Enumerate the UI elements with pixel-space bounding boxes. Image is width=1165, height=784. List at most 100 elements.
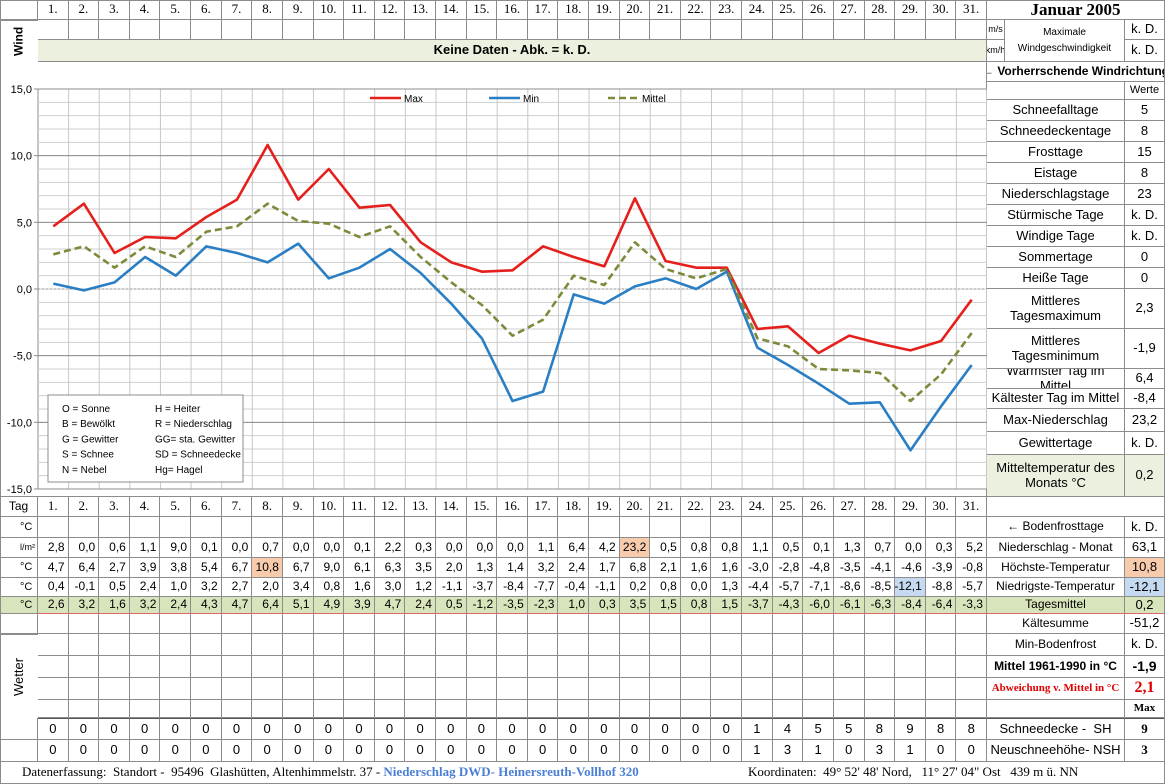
- wind-cell: [925, 20, 957, 40]
- day-value: 6,4: [558, 538, 590, 558]
- day-value: -3,7: [466, 578, 498, 597]
- weather-cell: [38, 656, 69, 678]
- day-value: -5,7: [772, 578, 804, 597]
- day-value: 0,0: [282, 538, 314, 558]
- day-value: 0,0: [497, 538, 528, 558]
- day-value: -4,4: [742, 578, 773, 597]
- day-label: 19.: [589, 497, 620, 517]
- snow-value: 0: [435, 740, 467, 762]
- day-value: 1,0: [160, 578, 192, 597]
- day-value: -6,1: [833, 597, 865, 614]
- day-label: 16.: [497, 497, 528, 517]
- wind-cell: [99, 20, 130, 40]
- summary-label: Niedrigste-Temperatur: [987, 578, 1125, 597]
- day-value: 23,2: [619, 538, 651, 558]
- day-label: 4.: [129, 497, 161, 517]
- snow-value: 9: [895, 718, 926, 740]
- weather-cell: [772, 614, 804, 634]
- weather-cell: [252, 700, 283, 718]
- weather-cell: [803, 700, 834, 718]
- weather-cell: [221, 656, 253, 678]
- day-label: 1.: [38, 497, 69, 517]
- weather-legend-item: N = Nebel: [62, 465, 107, 476]
- day-value: -3,5: [497, 597, 528, 614]
- day-value: -3,7: [742, 597, 773, 614]
- day-cell: [313, 517, 345, 538]
- weather-cell: [497, 656, 528, 678]
- day-value: 1,1: [527, 538, 559, 558]
- legend-label: Min: [523, 94, 539, 105]
- weather-cell: [466, 656, 498, 678]
- weather-cell: [895, 656, 926, 678]
- weather-cell: [38, 700, 69, 718]
- stat-label: Mitteltemperatur des Monats °C: [987, 455, 1125, 497]
- day-value: -4,3: [772, 597, 804, 614]
- stat-label: Heiße Tage: [987, 268, 1125, 289]
- snow-value: 0: [313, 718, 345, 740]
- day-cell: [589, 517, 620, 538]
- weather-cell: [650, 678, 681, 700]
- day-value: 2,1: [650, 558, 681, 578]
- weather-cell: [252, 614, 283, 634]
- weather-cell: [405, 656, 436, 678]
- day-header: 14.: [435, 0, 467, 20]
- weather-cell: [742, 634, 773, 656]
- snow-value: 5: [803, 718, 834, 740]
- day-cell: [466, 517, 498, 538]
- weather-cell: [38, 634, 69, 656]
- weather-cell: [191, 678, 222, 700]
- snow-value: 1: [803, 740, 834, 762]
- day-header: 12.: [374, 0, 406, 20]
- day-value: 2,4: [129, 578, 161, 597]
- day-value: 1,6: [711, 558, 743, 578]
- unit-label: l/m²: [0, 538, 38, 558]
- weather-cell: [711, 614, 743, 634]
- weather-cell: [497, 634, 528, 656]
- snow-value: 1: [742, 718, 773, 740]
- weather-legend-item: O = Sonne: [62, 404, 111, 415]
- weather-cell: [160, 678, 192, 700]
- stat-label: Niederschlagstage: [987, 184, 1125, 205]
- blank: [0, 614, 38, 634]
- weather-cell: [589, 656, 620, 678]
- weather-cell: [313, 656, 345, 678]
- day-value: 1,5: [650, 597, 681, 614]
- day-cell: [864, 517, 896, 538]
- weather-cell: [558, 614, 590, 634]
- y-tick-label: 15,0: [11, 84, 32, 96]
- blank: [0, 718, 38, 740]
- weather-legend-item: GG= sta. Gewitter: [155, 434, 236, 445]
- day-value: 0,3: [589, 597, 620, 614]
- day-value: 1,3: [466, 558, 498, 578]
- day-value: 3,9: [344, 597, 375, 614]
- day-value: 0,0: [221, 538, 253, 558]
- weather-cell: [497, 678, 528, 700]
- day-value: -8,8: [925, 578, 957, 597]
- day-value: 3,2: [129, 597, 161, 614]
- weather-cell: [742, 614, 773, 634]
- day-header: 19.: [589, 0, 620, 20]
- weather-cell: [833, 656, 865, 678]
- weather-cell: [956, 678, 987, 700]
- day-value: 0,5: [99, 578, 130, 597]
- weather-legend-box: [47, 394, 244, 483]
- weather-cell: [129, 614, 161, 634]
- day-value: 5,2: [956, 538, 987, 558]
- footer-right: Koordinaten: 49° 52' 48' Nord, 11° 27' 0…: [740, 762, 1165, 784]
- wind-cell: [129, 20, 161, 40]
- day-label: 5.: [160, 497, 192, 517]
- day-cell: [221, 517, 253, 538]
- wind-cell: [497, 20, 528, 40]
- day-value: 0,1: [803, 538, 834, 558]
- weather-cell: [895, 678, 926, 700]
- snow-value: 0: [160, 740, 192, 762]
- weather-cell: [466, 700, 498, 718]
- summary-label: Kältesumme: [987, 614, 1125, 634]
- day-value: -6,3: [864, 597, 896, 614]
- stat-label: Sommertage: [987, 247, 1125, 268]
- weather-cell: [435, 678, 467, 700]
- snow-value: 0: [282, 718, 314, 740]
- weather-cell: [374, 656, 406, 678]
- weather-legend-item: S = Schnee: [62, 450, 114, 461]
- day-header: 13.: [405, 0, 436, 20]
